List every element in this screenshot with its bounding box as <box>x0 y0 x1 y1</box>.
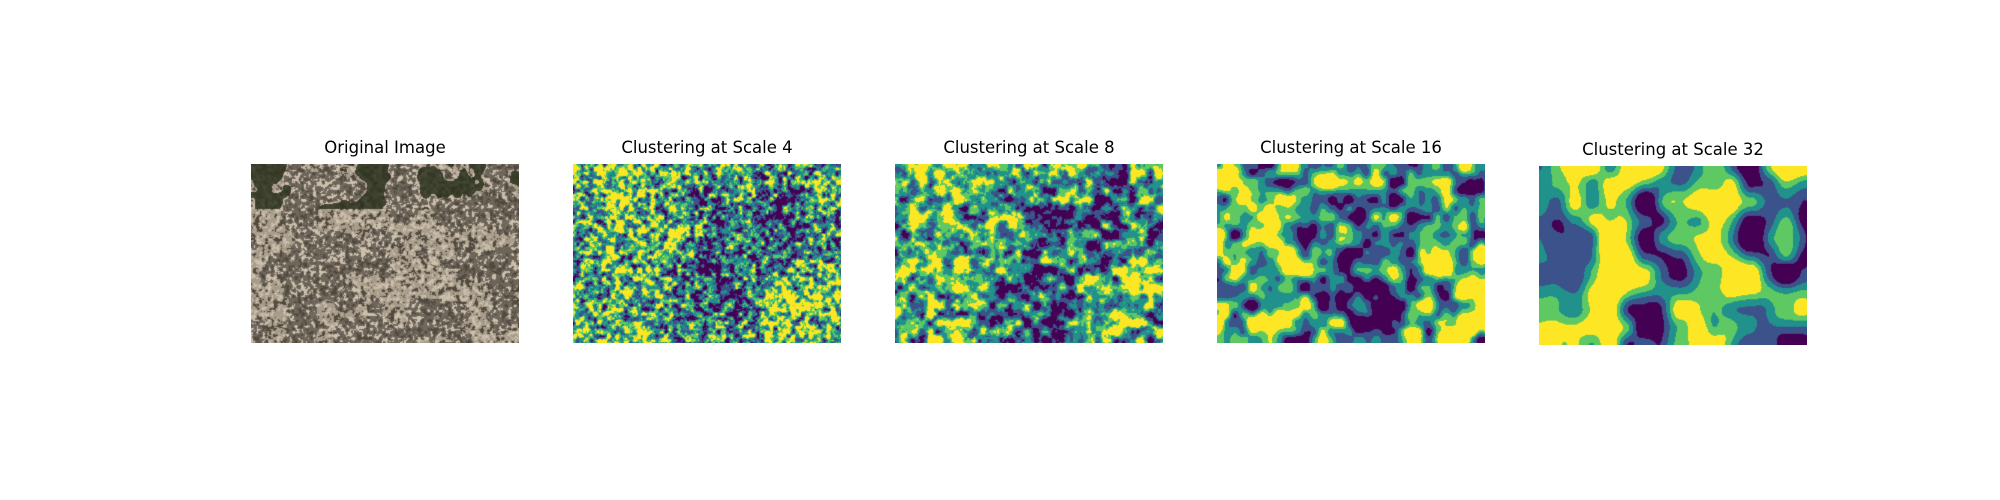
panel-scale-4: Clustering at Scale 4 <box>573 0 841 500</box>
panel-title: Original Image <box>324 138 446 157</box>
cluster-map-scale-8 <box>895 164 1163 343</box>
cluster-map-scale-32 <box>1539 166 1807 345</box>
panel-title: Clustering at Scale 8 <box>943 138 1115 157</box>
panel-original-image: Original Image <box>251 0 519 500</box>
panel-scale-8: Clustering at Scale 8 <box>895 0 1163 500</box>
panel-title: Clustering at Scale 32 <box>1582 140 1764 159</box>
panel-title: Clustering at Scale 16 <box>1260 138 1442 157</box>
original-aerial-photo <box>251 164 519 343</box>
panel-title: Clustering at Scale 4 <box>621 138 793 157</box>
panel-scale-32: Clustering at Scale 32 <box>1539 0 1807 500</box>
cluster-map-scale-4 <box>573 164 841 343</box>
cluster-map-scale-16 <box>1217 164 1485 343</box>
panel-scale-16: Clustering at Scale 16 <box>1217 0 1485 500</box>
